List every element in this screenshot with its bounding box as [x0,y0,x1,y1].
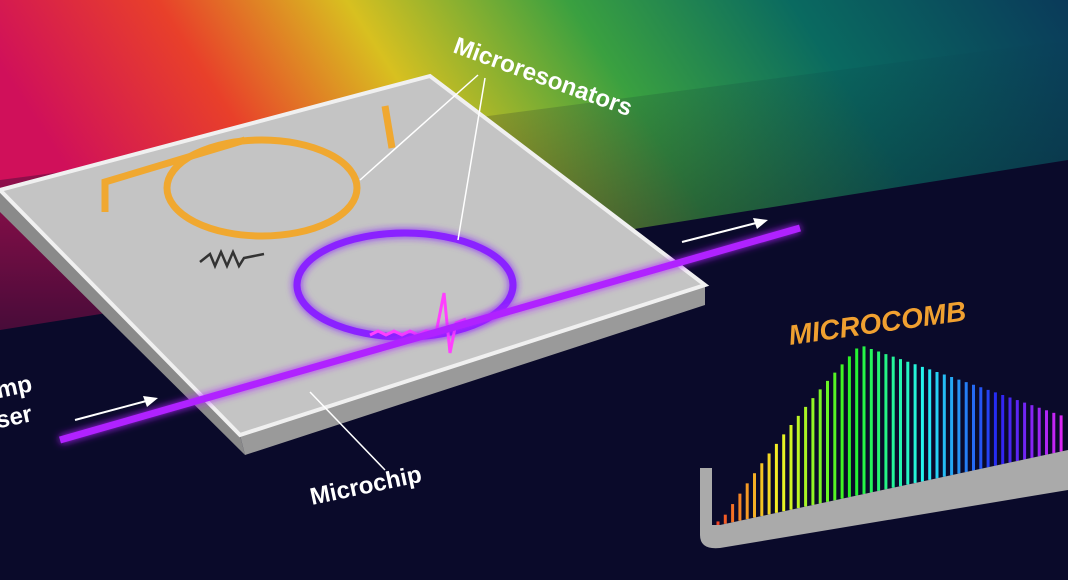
chip-side [0,190,245,455]
label-laser: ser [0,400,35,434]
leader-line [359,74,479,181]
comb-base [700,450,1068,549]
arrow [681,221,761,243]
leader-line [457,77,486,241]
ring-resonator [293,229,517,341]
label-microcomb: MICROCOMB [787,295,968,351]
arrow [74,399,151,421]
arrow-head [753,218,768,229]
chip-side [240,285,705,455]
label-microchip: Microchip [308,461,424,511]
bus-waveguide [381,105,396,149]
microcomb-graphic [716,346,1063,526]
leader-line [309,391,386,471]
fiber [59,224,801,444]
arrow-head [143,396,158,407]
ring-resonator [163,136,361,240]
heater-symbol [199,248,265,270]
